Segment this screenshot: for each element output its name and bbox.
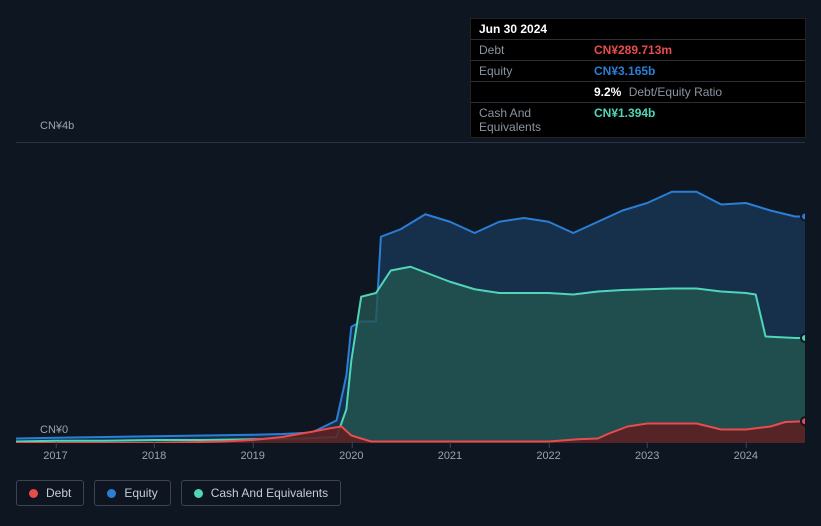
x-axis: 2017 2018 2019 2020 2021 2022 2023 2024 xyxy=(16,442,805,462)
tooltip-date: Jun 30 2024 xyxy=(471,19,805,40)
chart-area: CN¥4b CN¥0 20172018201920202021202220232… xyxy=(16,120,805,510)
y-axis-max-label: CN¥4b xyxy=(40,120,52,132)
legend-item-equity[interactable]: Equity xyxy=(94,480,170,506)
tooltip-row-debt: Debt CN¥289.713m xyxy=(471,40,805,61)
tooltip-ratio-pct: 9.2% xyxy=(594,85,621,99)
tooltip-debt-label: Debt xyxy=(479,43,594,57)
legend-label-cash: Cash And Equivalents xyxy=(211,486,328,500)
legend-swatch-cash xyxy=(194,489,203,498)
legend-item-debt[interactable]: Debt xyxy=(16,480,84,506)
x-tick: 2022 xyxy=(536,450,560,462)
tooltip-row-ratio: 9.2% Debt/Equity Ratio xyxy=(471,82,805,103)
x-tick: 2023 xyxy=(635,450,659,462)
legend-swatch-debt xyxy=(29,489,38,498)
tooltip-equity-value: CN¥3.165b xyxy=(594,64,655,78)
x-tick: 2021 xyxy=(438,450,462,462)
legend-swatch-equity xyxy=(107,489,116,498)
legend-label-debt: Debt xyxy=(46,486,71,500)
legend-item-cash[interactable]: Cash And Equivalents xyxy=(181,480,341,506)
x-tick: 2017 xyxy=(43,450,67,462)
x-tick: 2018 xyxy=(142,450,166,462)
tooltip-row-equity: Equity CN¥3.165b xyxy=(471,61,805,82)
legend-label-equity: Equity xyxy=(124,486,157,500)
tooltip-equity-label: Equity xyxy=(479,64,594,78)
plot-svg xyxy=(16,143,805,443)
x-tick: 2020 xyxy=(339,450,363,462)
legend: Debt Equity Cash And Equivalents xyxy=(16,480,341,506)
tooltip-ratio-text: Debt/Equity Ratio xyxy=(629,85,722,99)
plot-region[interactable] xyxy=(16,142,805,442)
x-tick: 2024 xyxy=(734,450,758,462)
tooltip-debt-value: CN¥289.713m xyxy=(594,43,672,57)
x-tick: 2019 xyxy=(240,450,264,462)
